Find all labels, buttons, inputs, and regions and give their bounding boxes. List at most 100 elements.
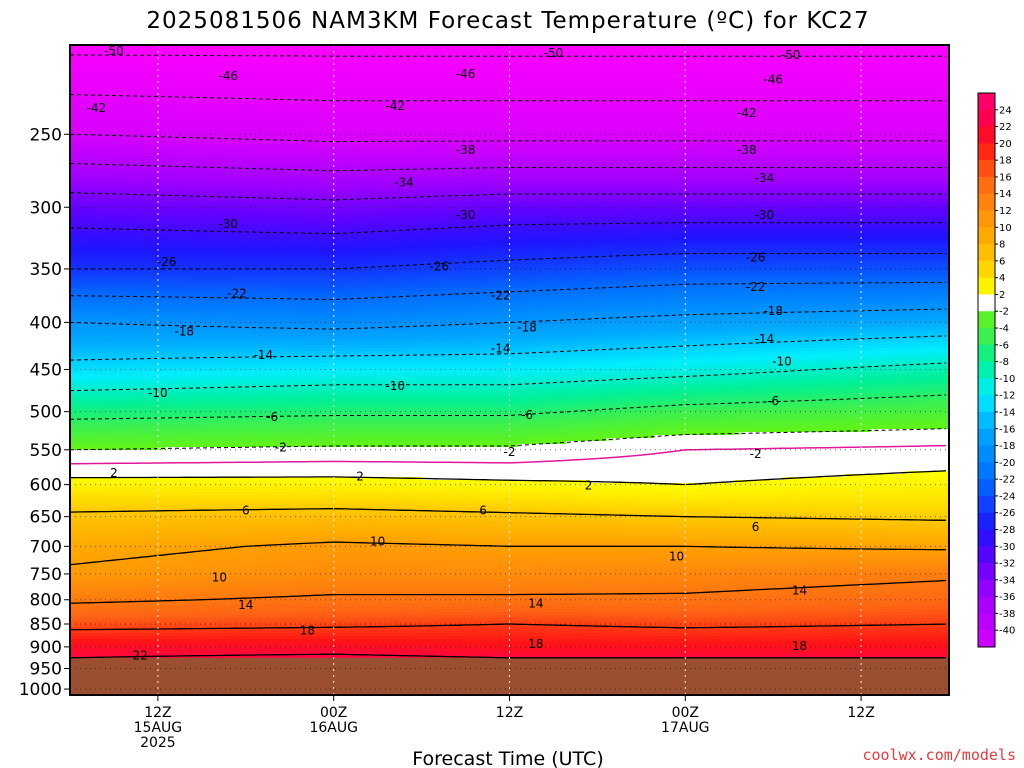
field-cell bbox=[70, 195, 79, 199]
field-cell bbox=[198, 258, 207, 262]
field-cell bbox=[190, 318, 199, 322]
field-cell bbox=[102, 54, 111, 58]
field-cell bbox=[102, 609, 111, 613]
field-cell bbox=[214, 408, 223, 412]
field-cell bbox=[102, 393, 111, 397]
field-cell bbox=[150, 465, 159, 469]
field-cell bbox=[174, 594, 183, 598]
field-cell bbox=[190, 150, 199, 154]
field-cell bbox=[158, 66, 167, 70]
field-cell bbox=[198, 51, 207, 55]
field-cell bbox=[102, 282, 111, 286]
field-cell bbox=[94, 255, 103, 259]
field-cell bbox=[198, 618, 207, 622]
field-cell bbox=[206, 540, 215, 544]
field-cell bbox=[206, 156, 215, 160]
field-cell bbox=[70, 384, 79, 388]
field-cell bbox=[86, 114, 95, 118]
field-cell bbox=[94, 615, 103, 619]
field-cell bbox=[198, 399, 207, 403]
field-cell bbox=[86, 255, 95, 259]
field-cell bbox=[166, 252, 175, 256]
field-cell bbox=[190, 420, 199, 424]
field-cell bbox=[142, 141, 151, 145]
field-cell bbox=[246, 450, 255, 454]
field-cell bbox=[206, 402, 215, 406]
field-cell bbox=[126, 585, 135, 589]
field-cell bbox=[158, 195, 167, 199]
field-cell bbox=[198, 579, 207, 583]
field-cell bbox=[222, 261, 231, 265]
field-cell bbox=[142, 492, 151, 496]
field-cell bbox=[134, 639, 143, 643]
field-cell bbox=[70, 240, 79, 244]
field-cell bbox=[70, 453, 79, 457]
field-cell bbox=[126, 210, 135, 214]
field-cell bbox=[182, 390, 191, 394]
field-cell bbox=[126, 435, 135, 439]
field-cell bbox=[182, 243, 191, 247]
field-cell bbox=[158, 165, 167, 169]
field-cell bbox=[134, 558, 143, 562]
field-cell bbox=[102, 234, 111, 238]
field-cell bbox=[230, 132, 239, 136]
field-cell bbox=[110, 588, 119, 592]
field-cell bbox=[222, 225, 231, 229]
field-cell bbox=[150, 264, 159, 268]
field-cell bbox=[238, 225, 247, 229]
field-cell bbox=[246, 480, 255, 484]
field-cell bbox=[150, 318, 159, 322]
field-cell bbox=[166, 255, 175, 259]
field-cell bbox=[166, 423, 175, 427]
field-cell bbox=[246, 495, 255, 499]
field-cell bbox=[174, 48, 183, 52]
field-cell bbox=[174, 312, 183, 316]
field-cell bbox=[246, 237, 255, 241]
field-cell bbox=[166, 174, 175, 178]
field-cell bbox=[182, 339, 191, 343]
field-cell bbox=[110, 630, 119, 634]
field-cell bbox=[238, 468, 247, 472]
field-cell bbox=[222, 159, 231, 163]
field-cell bbox=[126, 564, 135, 568]
field-cell bbox=[214, 336, 223, 340]
field-cell bbox=[126, 297, 135, 301]
field-cell bbox=[70, 612, 79, 616]
field-cell bbox=[86, 219, 95, 223]
field-cell bbox=[222, 252, 231, 256]
field-cell bbox=[126, 228, 135, 232]
field-cell bbox=[110, 576, 119, 580]
field-cell bbox=[134, 357, 143, 361]
field-cell bbox=[182, 468, 191, 472]
field-cell bbox=[118, 48, 127, 52]
field-cell bbox=[150, 90, 159, 94]
field-cell bbox=[166, 498, 175, 502]
field-cell bbox=[214, 324, 223, 328]
field-cell bbox=[134, 219, 143, 223]
field-cell bbox=[174, 417, 183, 421]
field-cell bbox=[94, 195, 103, 199]
field-cell bbox=[190, 267, 199, 271]
field-cell bbox=[78, 246, 87, 250]
field-cell bbox=[206, 498, 215, 502]
field-cell bbox=[86, 48, 95, 52]
field-cell bbox=[126, 84, 135, 88]
field-cell bbox=[150, 513, 159, 517]
field-cell bbox=[206, 255, 215, 259]
field-cell bbox=[230, 51, 239, 55]
field-cell bbox=[102, 522, 111, 526]
field-cell bbox=[230, 174, 239, 178]
field-cell bbox=[110, 285, 119, 289]
field-cell bbox=[190, 630, 199, 634]
field-cell bbox=[158, 603, 167, 607]
field-cell bbox=[174, 315, 183, 319]
field-cell bbox=[70, 168, 79, 172]
field-cell bbox=[206, 363, 215, 367]
field-cell bbox=[126, 414, 135, 418]
field-cell bbox=[126, 552, 135, 556]
field-cell bbox=[126, 192, 135, 196]
field-cell bbox=[158, 390, 167, 394]
field-cell bbox=[246, 387, 255, 391]
field-cell bbox=[230, 375, 239, 379]
field-cell bbox=[230, 507, 239, 511]
